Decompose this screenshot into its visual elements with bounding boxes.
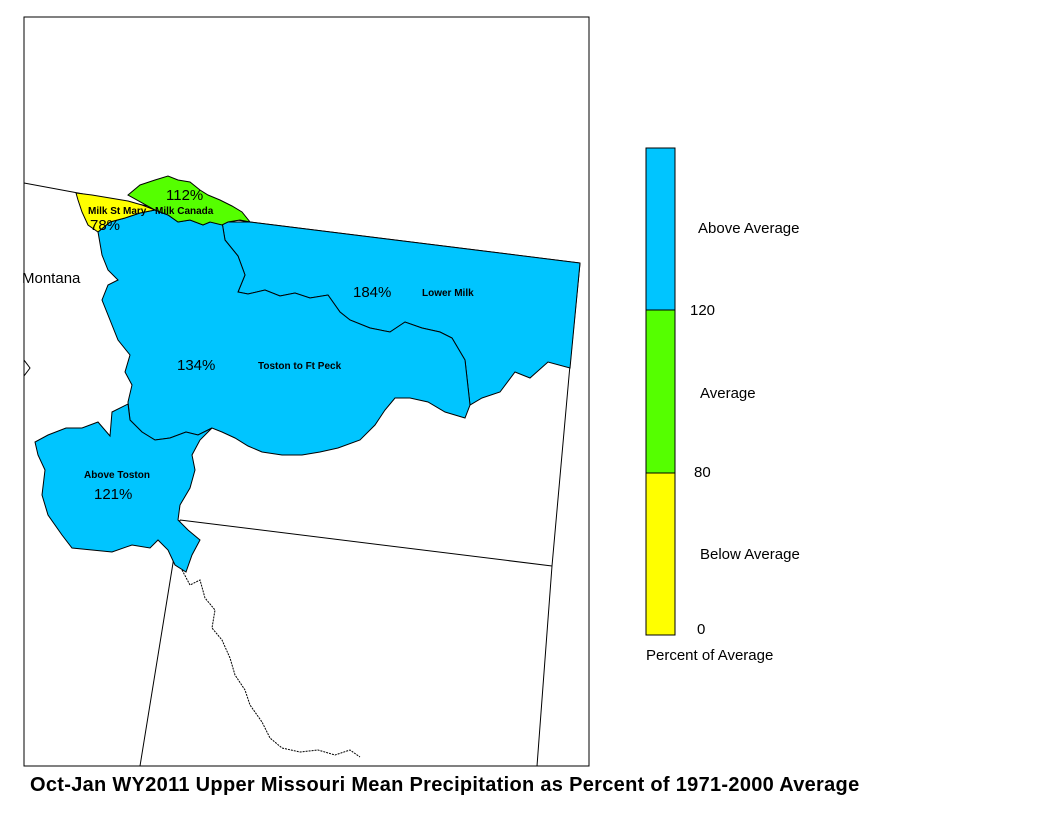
legend-swatch-above	[645, 147, 676, 311]
river-line	[181, 569, 361, 758]
legend-swatch-below	[645, 472, 676, 636]
legend-break-0: 0	[697, 621, 706, 638]
legend-swatch-average	[645, 309, 676, 474]
page-title: Oct-Jan WY2011 Upper Missouri Mean Preci…	[30, 774, 860, 796]
basin-milk-canada[interactable]	[127, 175, 252, 226]
legend-break-120: 120	[690, 302, 716, 319]
basin-percent-toston-to-ft-peck: 134%	[177, 357, 215, 374]
montana-west-border-line	[24, 359, 31, 377]
basin-name-milk-st-mary: Milk St Mary	[88, 206, 147, 217]
basin-name-above-toston: Above Toston	[84, 470, 150, 481]
legend-break-80: 80	[694, 464, 711, 481]
basin-milk-st-mary[interactable]	[75, 192, 157, 233]
basin-percent-milk-canada: 112%	[166, 187, 203, 204]
legend-label-average: Average	[700, 385, 756, 402]
basin-percent-milk-st-mary: 78%	[90, 217, 120, 234]
legend-label-below: Below Average	[700, 546, 800, 563]
legend-label-above: Above Average	[698, 220, 800, 237]
basin-name-milk-canada: Milk Canada	[155, 206, 214, 217]
legend-title: Percent of Average	[646, 647, 774, 664]
basin-above-toston[interactable]	[34, 403, 213, 573]
map-border	[23, 16, 590, 767]
legend-colorbar	[645, 147, 676, 636]
basin-name-lower-milk: Lower Milk	[422, 288, 474, 299]
basin-percent-above-toston: 121%	[94, 486, 132, 503]
basin-toston-to-ft-peck[interactable]	[97, 209, 471, 456]
wyoming-north-border-line	[179, 519, 553, 567]
state-label: Montana	[22, 270, 81, 287]
basin-percent-lower-milk: 184%	[353, 284, 391, 301]
basin-name-toston-to-ft-peck: Toston to Ft Peck	[258, 361, 342, 372]
